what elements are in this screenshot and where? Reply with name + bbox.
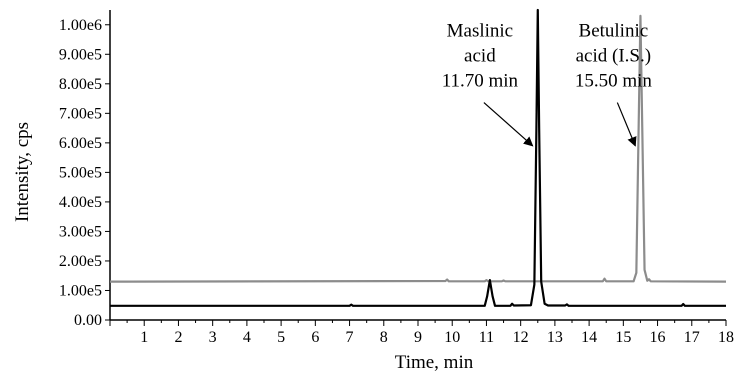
x-tick-label: 13 xyxy=(547,329,563,346)
x-tick-label: 15 xyxy=(615,329,631,346)
x-tick-label: 11 xyxy=(479,329,494,346)
y-tick-label: 4.00e5 xyxy=(59,194,102,211)
x-tick-label: 3 xyxy=(209,329,217,346)
x-tick-label: 17 xyxy=(684,329,700,346)
y-tick-label: 7.00e5 xyxy=(59,105,102,122)
x-tick-label: 8 xyxy=(380,329,388,346)
x-tick-label: 2 xyxy=(174,329,182,346)
annotation-text-1: 11.70 min xyxy=(442,71,519,92)
x-tick-label: 1 xyxy=(140,329,148,346)
x-tick-label: 10 xyxy=(444,329,460,346)
annotation-text-2: 15.50 min xyxy=(575,71,653,92)
y-tick-label: 6.00e5 xyxy=(59,135,102,152)
annotation-text-1: acid xyxy=(464,46,496,67)
x-tick-label: 12 xyxy=(513,329,529,346)
y-tick-label: 2.00e5 xyxy=(59,253,102,270)
annotation-text-1: Maslinic xyxy=(447,21,514,42)
annotation-text-2: Betulinic xyxy=(579,21,649,42)
annotation-layer: Maslinic acid 11.70 min Betulinic acid (I.S.… xyxy=(442,21,653,147)
x-axis-label: Time, min xyxy=(395,352,474,372)
annotation-arrow-2 xyxy=(616,102,637,147)
x-tick-label: 4 xyxy=(243,329,251,346)
y-tick-label: 1.00e6 xyxy=(59,17,102,34)
y-tick-label: 5.00e5 xyxy=(59,164,102,181)
annotation-text-2: acid (I.S.) xyxy=(576,46,651,67)
axes: 0.00 1.00e5 2.00e5 3.00e5 4.00e5 5.00e5 6.00e5… xyxy=(59,10,734,346)
x-tick-label: 5 xyxy=(277,329,285,346)
series-line-1 xyxy=(109,14,727,283)
y-tick-label: 1.00e5 xyxy=(59,282,102,299)
x-tick-label: 14 xyxy=(581,329,597,346)
series-layer xyxy=(109,8,727,307)
x-tick-label: 18 xyxy=(718,329,734,346)
x-tick-label: 16 xyxy=(650,329,666,346)
x-tick-label: 7 xyxy=(346,329,354,346)
y-tick-label: 3.00e5 xyxy=(59,223,102,240)
y-axis-label: Intensity, cps xyxy=(12,122,33,222)
x-tick-label: 6 xyxy=(311,329,319,346)
y-tick-label: 8.00e5 xyxy=(59,76,102,93)
series-line-2 xyxy=(110,8,726,307)
y-tick-label: 0.00 xyxy=(74,312,102,329)
y-tick-label: 9.00e5 xyxy=(59,46,102,63)
annotation-arrow-1 xyxy=(483,102,534,147)
x-tick-label: 9 xyxy=(414,329,422,346)
